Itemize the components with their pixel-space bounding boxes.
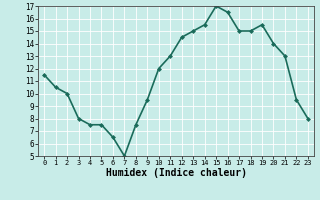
X-axis label: Humidex (Indice chaleur): Humidex (Indice chaleur) xyxy=(106,168,246,178)
